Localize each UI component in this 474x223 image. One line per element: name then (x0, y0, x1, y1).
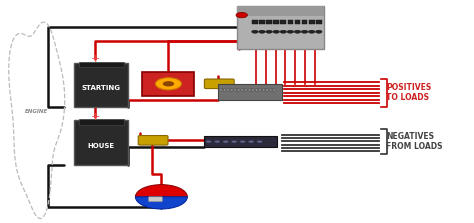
Circle shape (236, 89, 238, 91)
Circle shape (255, 88, 262, 91)
Text: +: + (91, 54, 100, 64)
Circle shape (257, 140, 263, 143)
FancyBboxPatch shape (204, 79, 234, 89)
FancyBboxPatch shape (316, 20, 321, 23)
FancyBboxPatch shape (237, 6, 324, 16)
Text: NEGATIVES
FROM LOADS: NEGATIVES FROM LOADS (386, 132, 442, 151)
Circle shape (234, 88, 240, 91)
Circle shape (252, 30, 258, 33)
Circle shape (250, 89, 253, 91)
Circle shape (259, 30, 265, 33)
Circle shape (221, 89, 224, 91)
Circle shape (280, 30, 287, 33)
Circle shape (236, 12, 247, 18)
FancyBboxPatch shape (295, 20, 301, 23)
Text: HOUSE: HOUSE (88, 143, 115, 149)
Circle shape (271, 89, 274, 91)
FancyBboxPatch shape (273, 20, 279, 23)
FancyBboxPatch shape (79, 119, 124, 125)
Circle shape (206, 140, 211, 143)
Wedge shape (136, 185, 187, 197)
Circle shape (316, 30, 322, 33)
Text: +: + (91, 112, 100, 122)
FancyBboxPatch shape (266, 20, 272, 23)
FancyBboxPatch shape (309, 20, 315, 23)
Circle shape (243, 89, 246, 91)
Circle shape (248, 140, 254, 143)
FancyBboxPatch shape (259, 20, 265, 23)
Circle shape (163, 81, 174, 87)
Circle shape (294, 30, 301, 33)
Text: ENGINE: ENGINE (25, 109, 48, 114)
FancyBboxPatch shape (252, 20, 258, 23)
FancyBboxPatch shape (74, 63, 128, 107)
Circle shape (266, 30, 273, 33)
Circle shape (223, 140, 228, 143)
Circle shape (219, 88, 226, 91)
FancyBboxPatch shape (288, 20, 293, 23)
Circle shape (227, 88, 233, 91)
Circle shape (273, 30, 280, 33)
Circle shape (264, 89, 267, 91)
FancyBboxPatch shape (237, 6, 324, 50)
FancyBboxPatch shape (302, 20, 308, 23)
Circle shape (257, 89, 260, 91)
Text: STARTING: STARTING (82, 85, 120, 91)
FancyBboxPatch shape (79, 62, 124, 67)
FancyBboxPatch shape (218, 84, 282, 100)
FancyBboxPatch shape (281, 20, 286, 23)
FancyBboxPatch shape (74, 120, 128, 165)
FancyBboxPatch shape (204, 136, 277, 147)
Circle shape (301, 30, 308, 33)
Circle shape (155, 78, 182, 90)
Circle shape (228, 89, 231, 91)
Circle shape (214, 140, 220, 143)
Circle shape (269, 88, 276, 91)
Circle shape (240, 140, 246, 143)
Circle shape (231, 140, 237, 143)
FancyBboxPatch shape (149, 197, 162, 202)
Circle shape (248, 88, 255, 91)
Wedge shape (136, 197, 187, 209)
Circle shape (262, 88, 269, 91)
Circle shape (309, 30, 315, 33)
FancyBboxPatch shape (138, 136, 168, 145)
Circle shape (241, 88, 247, 91)
Circle shape (287, 30, 294, 33)
FancyBboxPatch shape (143, 72, 194, 96)
Text: POSITIVES
TO LOADS: POSITIVES TO LOADS (386, 83, 431, 102)
